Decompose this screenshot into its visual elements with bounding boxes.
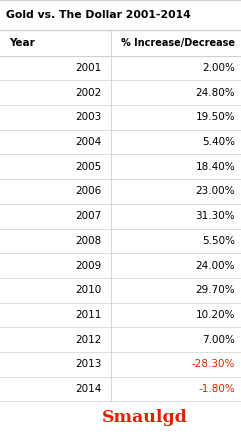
Text: 2006: 2006 — [75, 187, 101, 197]
Text: 2011: 2011 — [75, 310, 101, 320]
Text: 2003: 2003 — [75, 112, 101, 122]
Text: 24.00%: 24.00% — [195, 260, 235, 270]
Text: 2013: 2013 — [75, 359, 101, 369]
Text: 2010: 2010 — [75, 285, 101, 295]
Text: 10.20%: 10.20% — [195, 310, 235, 320]
Text: Year: Year — [10, 37, 35, 48]
Text: 2009: 2009 — [75, 260, 101, 270]
Text: Smaulgd: Smaulgd — [102, 409, 187, 426]
Text: 31.30%: 31.30% — [195, 211, 235, 221]
Text: 18.40%: 18.40% — [195, 162, 235, 172]
Text: 19.50%: 19.50% — [195, 112, 235, 122]
Text: % Increase/Decrease: % Increase/Decrease — [121, 37, 235, 48]
Text: Gold vs. The Dollar 2001-2014: Gold vs. The Dollar 2001-2014 — [6, 10, 191, 20]
Text: 2007: 2007 — [75, 211, 101, 221]
Text: -1.80%: -1.80% — [198, 384, 235, 394]
Text: 5.50%: 5.50% — [202, 236, 235, 246]
Text: 2008: 2008 — [75, 236, 101, 246]
Text: 2001: 2001 — [75, 63, 101, 73]
Text: 2014: 2014 — [75, 384, 101, 394]
Text: 29.70%: 29.70% — [195, 285, 235, 295]
Text: -28.30%: -28.30% — [192, 359, 235, 369]
Text: 7.00%: 7.00% — [202, 335, 235, 345]
Text: 2002: 2002 — [75, 88, 101, 98]
Text: 2.00%: 2.00% — [202, 63, 235, 73]
Text: 2004: 2004 — [75, 137, 101, 147]
Text: 23.00%: 23.00% — [195, 187, 235, 197]
Text: 2012: 2012 — [75, 335, 101, 345]
Text: 2005: 2005 — [75, 162, 101, 172]
Text: 5.40%: 5.40% — [202, 137, 235, 147]
Text: 24.80%: 24.80% — [195, 88, 235, 98]
